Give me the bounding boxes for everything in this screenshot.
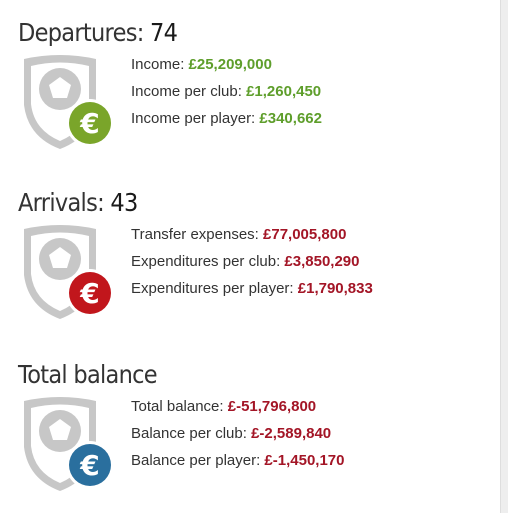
arrivals-stat-expenditures-per-club: Expenditures per club: £3,850,290 bbox=[131, 253, 360, 270]
arrivals-section: Arrivals: 43 € Transfer expenses: £77,00… bbox=[18, 188, 488, 319]
total-stat-balance-per-player: Balance per player: £-1,450,170 bbox=[131, 452, 345, 469]
svg-text:€: € bbox=[79, 107, 99, 140]
shield-euro-icon: € bbox=[24, 55, 114, 149]
arrivals-euro-circle bbox=[69, 272, 111, 314]
departures-stat-income-per-club: Income per club: £1,260,450 bbox=[131, 83, 322, 100]
departures-count: 74 bbox=[150, 18, 178, 47]
arrivals-stats: Transfer expenses: £77,005,800 Expenditu… bbox=[131, 221, 373, 302]
arrivals-label: Arrivals: bbox=[18, 188, 105, 217]
departures-stats: Income: £25,209,000 Income per club: £1,… bbox=[131, 51, 322, 132]
departures-heading: Departures: 74 bbox=[18, 18, 441, 47]
total-euro-circle bbox=[69, 444, 111, 486]
total-stat-balance-per-club: Balance per club: £-2,589,840 bbox=[131, 425, 332, 442]
arrivals-count: 43 bbox=[110, 188, 138, 217]
arrivals-heading: Arrivals: 43 bbox=[18, 188, 441, 217]
total-stat-total-balance: Total balance: £-51,796,800 bbox=[131, 398, 317, 415]
departures-stat-income: Income: £25,209,000 bbox=[131, 56, 272, 73]
departures-label: Departures: bbox=[18, 18, 144, 47]
total-balance-stats: Total balance: £-51,796,800 Balance per … bbox=[131, 393, 345, 474]
arrivals-stat-expenditures-per-player: Expenditures per player: £1,790,833 bbox=[131, 280, 373, 297]
total-balance-section: Total balance € Total balance: £-51,796,… bbox=[18, 360, 488, 491]
total-balance-heading: Total balance bbox=[18, 360, 158, 389]
page-edge bbox=[500, 0, 508, 513]
departures-stat-income-per-player: Income per player: £340,662 bbox=[131, 110, 322, 127]
shield-euro-icon: € bbox=[24, 397, 114, 491]
svg-text:€: € bbox=[79, 277, 99, 310]
svg-text:€: € bbox=[79, 449, 99, 482]
arrivals-stat-transfer-expenses: Transfer expenses: £77,005,800 bbox=[131, 226, 347, 243]
shield-euro-icon: € bbox=[24, 225, 114, 319]
departures-section: Departures: 74 € Income: £25,209,000 Inc… bbox=[18, 18, 488, 149]
departures-euro-circle bbox=[69, 102, 111, 144]
